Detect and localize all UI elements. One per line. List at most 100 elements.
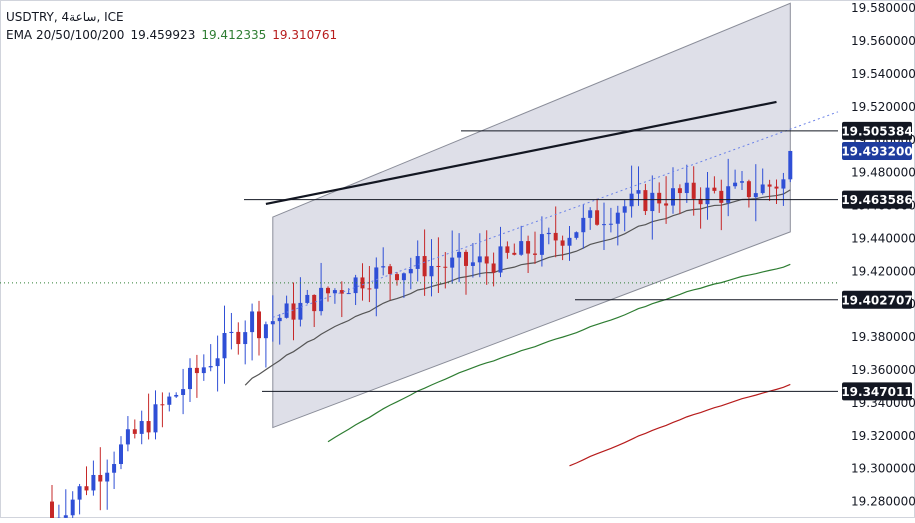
candle-body <box>505 246 509 252</box>
candle-body <box>298 303 302 320</box>
candle-body <box>775 187 779 189</box>
y-axis-tick-label: 19.520000 <box>851 100 915 114</box>
candle-body <box>326 288 330 293</box>
candle-body <box>471 262 475 266</box>
chart-legend: USDTRY, 4ساعة, ICE EMA 20/50/100/200 19.4… <box>6 8 337 44</box>
candle-body <box>485 256 489 263</box>
candle-body <box>374 267 378 288</box>
candle-body <box>126 429 130 444</box>
candle-body <box>381 266 385 267</box>
candle-body <box>692 183 696 199</box>
candle-body <box>140 421 144 434</box>
candle-body <box>50 502 54 518</box>
candle-body <box>574 232 578 238</box>
candle-body <box>409 269 413 273</box>
candle-body <box>223 333 227 358</box>
price-tag-label: 19.402707 <box>841 293 912 307</box>
candle-body <box>761 184 765 193</box>
ema-label: EMA 20/50/100/200 <box>6 28 124 42</box>
candle-body <box>671 188 675 205</box>
candle-body <box>526 241 530 253</box>
ema-value-1: 19.459923 <box>130 28 195 42</box>
price-tag-label: 19.463586 <box>841 193 912 207</box>
candle-body <box>167 397 171 405</box>
candle-body <box>547 233 551 234</box>
candle-body <box>637 190 641 194</box>
candle-body <box>499 246 503 272</box>
y-axis-tick-label: 19.440000 <box>851 231 915 245</box>
candle-body <box>657 193 661 204</box>
ema-value-3: 19.310761 <box>272 28 337 42</box>
candle-body <box>354 277 358 293</box>
y-axis-tick-label: 19.420000 <box>851 264 915 278</box>
candle-body <box>609 224 613 225</box>
y-axis-tick-label: 19.360000 <box>851 363 915 377</box>
candle-body <box>388 266 392 274</box>
candle-body <box>154 404 158 432</box>
symbol-title: USDTRY, 4ساعة, ICE <box>6 8 337 26</box>
candle-body <box>595 210 599 224</box>
candle-body <box>78 486 82 499</box>
candle-body <box>188 368 192 389</box>
candle-body <box>174 395 178 397</box>
y-axis-tick-label: 19.480000 <box>851 166 915 180</box>
candle-body <box>588 210 592 218</box>
candle-body <box>519 241 523 255</box>
candle-body <box>236 332 240 344</box>
candle-body <box>305 295 309 303</box>
candle-body <box>112 464 116 473</box>
candle-body <box>754 193 758 197</box>
candle-body <box>450 258 454 268</box>
candle-body <box>312 295 316 311</box>
candle-body <box>581 218 585 232</box>
candle-body <box>443 267 447 268</box>
candle-body <box>278 318 282 321</box>
candle-body <box>706 188 710 205</box>
candle-body <box>768 184 772 186</box>
candle-body <box>347 293 351 294</box>
candle-body <box>147 421 151 432</box>
y-axis-tick-label: 19.540000 <box>851 67 915 81</box>
candle-body <box>616 213 620 224</box>
candle-body <box>333 290 337 293</box>
y-axis-tick-label: 19.560000 <box>851 34 915 48</box>
candle-body <box>91 475 95 490</box>
candle-body <box>64 515 68 518</box>
candle-body <box>271 321 275 324</box>
candle-body <box>678 188 682 193</box>
candle-body <box>492 263 496 272</box>
candle-body <box>478 256 482 262</box>
candle-body <box>209 366 213 367</box>
candle-body <box>712 188 716 191</box>
candle-body <box>788 151 792 179</box>
candle-body <box>181 389 185 395</box>
candle-body <box>105 473 109 482</box>
candle-body <box>416 256 420 269</box>
candle-body <box>747 181 751 197</box>
candle-body <box>257 311 261 338</box>
candle-body <box>264 324 268 338</box>
y-axis-tick-label: 19.580000 <box>851 1 915 15</box>
ema-line-red <box>570 384 791 465</box>
candle-body <box>561 240 565 245</box>
price-tag-label: 19.505384 <box>841 124 912 138</box>
candle-body <box>781 179 785 188</box>
price-tag-label: 19.347011 <box>841 385 912 399</box>
candle-body <box>457 252 461 258</box>
y-axis-tick-label: 19.300000 <box>851 462 915 476</box>
candle-body <box>361 277 365 288</box>
candle-body <box>643 190 647 211</box>
candle-body <box>719 191 723 203</box>
y-axis-tick-label: 19.320000 <box>851 429 915 443</box>
candle-body <box>195 368 199 373</box>
candle-body <box>726 186 730 203</box>
candle-body <box>285 303 289 317</box>
price-tag-label: 19.493200 <box>841 144 912 158</box>
candle-body <box>250 311 254 332</box>
candle-body <box>85 486 89 490</box>
candle-body <box>292 303 296 319</box>
candle-body <box>464 252 468 266</box>
